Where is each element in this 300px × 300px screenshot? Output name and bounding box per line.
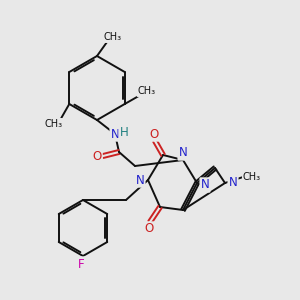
Text: CH₃: CH₃	[138, 86, 156, 96]
Text: O: O	[149, 128, 159, 140]
Text: N: N	[178, 146, 188, 160]
Text: N: N	[136, 173, 144, 187]
Text: CH₃: CH₃	[44, 119, 62, 129]
Text: O: O	[92, 151, 102, 164]
Text: N: N	[229, 176, 237, 190]
Text: N: N	[201, 178, 209, 191]
Text: CH₃: CH₃	[104, 32, 122, 42]
Text: CH₃: CH₃	[243, 172, 261, 182]
Text: F: F	[78, 257, 84, 271]
Text: N: N	[111, 128, 119, 140]
Text: O: O	[144, 223, 154, 236]
Text: H: H	[120, 125, 128, 139]
